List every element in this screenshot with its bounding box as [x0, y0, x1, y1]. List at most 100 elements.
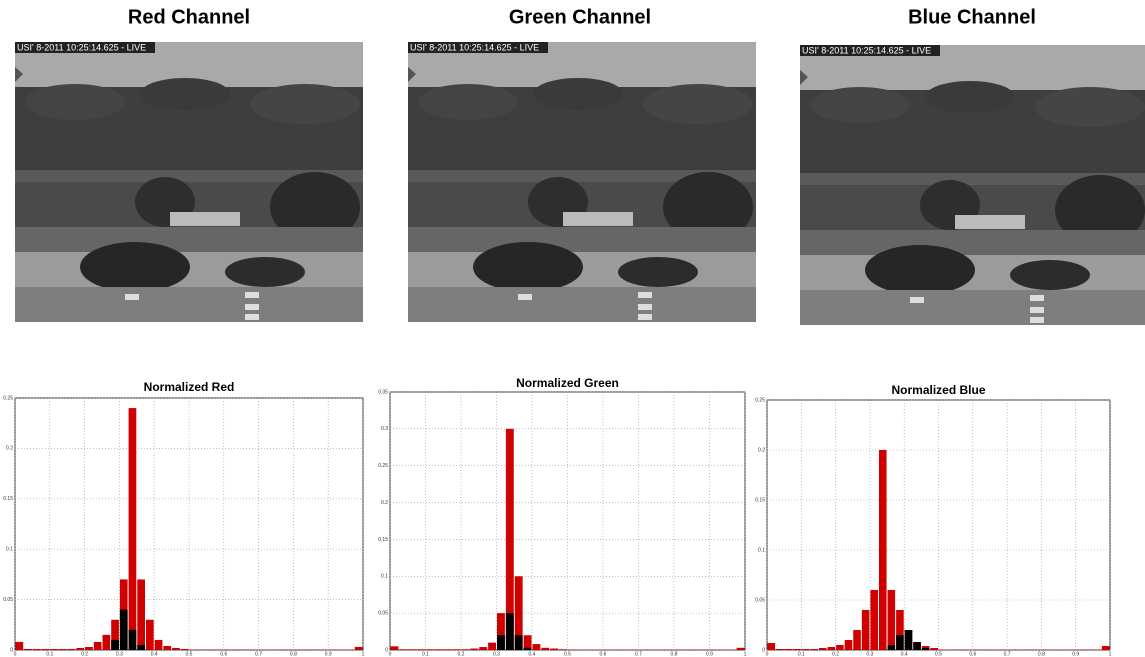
image-content	[408, 42, 756, 322]
histogram-bar	[505, 613, 514, 650]
histogram-bar	[930, 648, 938, 650]
histogram-bar	[1076, 649, 1084, 650]
histogram-bar	[198, 649, 206, 650]
timestamp-overlay: USI' 8-2011 10:25:14.625 - LIVE	[802, 45, 931, 55]
timestamp-overlay: USI' 8-2011 10:25:14.625 - LIVE	[410, 42, 539, 52]
y-tick-label: 0.1	[6, 547, 13, 553]
x-tick-label: 0.4	[529, 651, 536, 657]
histogram-bar	[999, 649, 1007, 650]
histogram-bar	[896, 635, 904, 650]
histogram-bar	[896, 610, 904, 650]
x-tick-label: 0.9	[325, 651, 332, 657]
histogram-bar	[1059, 649, 1067, 650]
histogram-bar	[417, 649, 425, 650]
histogram-bar	[810, 649, 818, 650]
histogram-bar	[956, 649, 964, 650]
histogram-bar	[206, 649, 215, 650]
histogram-bar	[67, 648, 76, 650]
histogram-bar	[497, 635, 505, 650]
histogram-bar	[215, 649, 224, 650]
plot-area	[766, 399, 1111, 651]
histogram-bar	[488, 642, 496, 650]
histogram-bar	[532, 644, 541, 650]
histogram-bar	[514, 576, 523, 650]
histogram-bar	[354, 646, 363, 650]
x-tick-label: 0.1	[46, 651, 53, 657]
histogram-bar	[337, 649, 346, 650]
histogram-bar	[1007, 649, 1016, 650]
panel-title: Red Channel	[128, 6, 250, 28]
channel-image: USI' 8-2011 10:25:14.625 - LIVE	[15, 42, 363, 322]
chart-title: Normalized Green	[516, 376, 619, 390]
histogram-bar	[818, 648, 827, 650]
image-content	[15, 42, 363, 322]
x-tick-label: 0.6	[969, 651, 976, 657]
histogram-bar	[434, 649, 443, 650]
histogram-bar	[736, 647, 745, 650]
x-tick-label: 0.3	[116, 651, 123, 657]
x-tick-label: 1	[362, 651, 365, 657]
histogram-bar	[390, 646, 399, 650]
x-tick-label: 0.5	[564, 651, 571, 657]
histogram-bar	[399, 649, 408, 650]
y-tick-label: 0	[385, 647, 388, 653]
histogram-bar	[172, 647, 180, 650]
histogram-bar	[128, 629, 137, 650]
histogram-bar	[827, 647, 836, 650]
x-tick-label: 0.3	[493, 651, 500, 657]
x-tick-label: 0.1	[798, 651, 805, 657]
histogram-bar	[41, 648, 50, 650]
chart-title: Normalized Red	[144, 380, 235, 394]
histogram-bar	[541, 647, 550, 650]
x-tick-label: 1	[1109, 651, 1112, 657]
histogram-bar	[505, 428, 514, 650]
histogram-bar	[224, 649, 232, 650]
histogram-bar	[426, 649, 434, 650]
histogram-bar	[947, 649, 956, 650]
histogram-bar	[452, 649, 461, 650]
histogram-bar	[1016, 649, 1024, 650]
histogram-bar	[154, 639, 163, 650]
y-tick-label: 0	[762, 647, 765, 653]
histogram-bar	[921, 648, 930, 650]
histogram-bar	[479, 647, 488, 650]
y-tick-label: 0.25	[755, 397, 765, 403]
histogram-bar	[320, 649, 328, 650]
x-tick-label: 0.4	[151, 651, 158, 657]
panel-title: Blue Channel	[908, 6, 1036, 28]
y-tick-label: 0.2	[758, 447, 765, 453]
histogram-bar	[85, 646, 93, 650]
histogram-bar	[1067, 649, 1076, 650]
histogram-bar	[461, 649, 470, 650]
histogram-bar	[913, 642, 921, 650]
x-tick-label: 0.8	[671, 651, 678, 657]
histogram-bar	[887, 645, 896, 650]
y-tick-label: 0.25	[378, 463, 388, 469]
histogram-bar	[836, 645, 844, 650]
x-tick-label: 0.5	[186, 651, 193, 657]
histogram-bar	[119, 609, 128, 650]
x-tick-label: 0	[389, 651, 392, 657]
histogram-bar	[844, 640, 853, 650]
channel-image: USI' 8-2011 10:25:14.625 - LIVE	[800, 45, 1145, 325]
histogram-bar	[776, 649, 784, 650]
x-tick-label: 0.6	[600, 651, 607, 657]
histogram-bar	[128, 408, 137, 650]
histogram-bar	[559, 649, 567, 650]
histogram-bar	[1033, 649, 1041, 650]
histogram-bar	[111, 639, 119, 650]
histogram-bar	[146, 619, 154, 650]
histogram-bar	[939, 649, 947, 650]
histogram-bar	[250, 649, 259, 650]
x-tick-label: 0.4	[901, 651, 908, 657]
histogram-bar	[259, 649, 267, 650]
histogram-bar	[15, 641, 24, 650]
histogram-bar	[973, 649, 981, 650]
chart-title: Normalized Blue	[891, 383, 985, 397]
histogram-bar	[137, 579, 145, 650]
channel-image: USI' 8-2011 10:25:14.625 - LIVE	[408, 42, 756, 322]
histogram-bar	[137, 644, 145, 650]
histogram-bar	[793, 649, 801, 650]
histogram-bar	[523, 635, 532, 650]
histogram-bar	[878, 450, 887, 650]
